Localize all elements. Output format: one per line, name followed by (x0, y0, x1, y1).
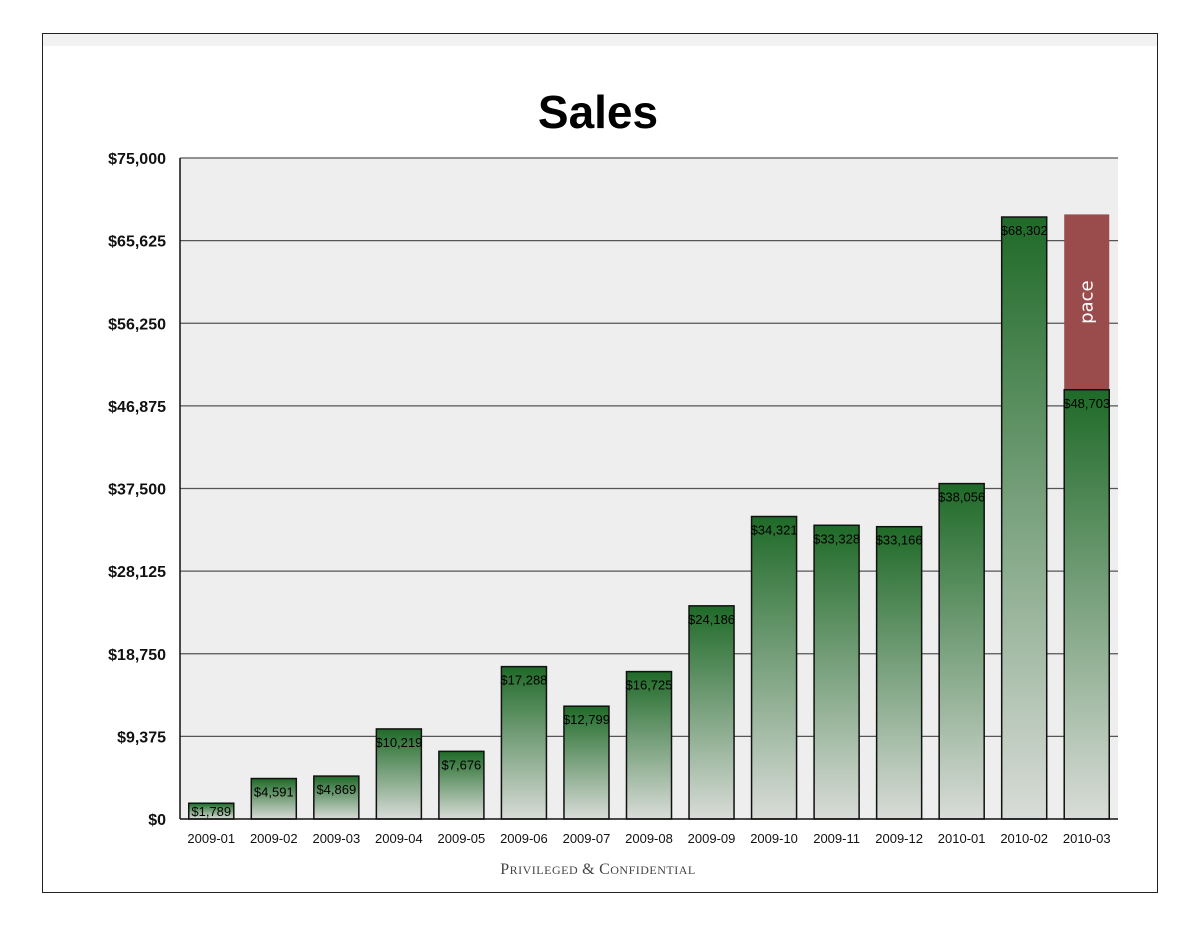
bar-value-label: $38,056 (938, 490, 985, 505)
bar-value-label: $4,591 (254, 785, 294, 800)
sales-chart: Sales $0 $9,375 $18,750 $28,125 $37,500 $46,8… (108, 86, 1118, 878)
y-tick-label: $46,875 (108, 399, 166, 416)
y-tick-label: $75,000 (108, 151, 166, 168)
bar-value-label: $16,725 (626, 678, 673, 693)
x-tick-label: 2009-05 (438, 831, 486, 846)
bar (875, 525, 923, 820)
bar-value-label: $33,166 (876, 533, 923, 548)
bar-value-label: $4,869 (316, 782, 356, 797)
x-tick-label: 2009-02 (250, 831, 298, 846)
confidential-footer: PRIVILEGED & CONFIDENTIAL (500, 861, 696, 878)
x-tick-label: 2009-03 (312, 831, 360, 846)
y-tick-label: $56,250 (108, 316, 166, 333)
bar-value-label: $33,328 (813, 531, 860, 546)
x-tick-label: 2009-04 (375, 831, 423, 846)
bar (1063, 389, 1110, 820)
y-tick-label: $0 (148, 812, 166, 829)
y-axis-ticks: $0 $9,375 $18,750 $28,125 $37,500 $46,875 $56,… (108, 151, 166, 829)
x-tick-label: 2009-12 (875, 831, 923, 846)
y-tick-label: $37,500 (108, 482, 166, 499)
x-tick-label: 2009-08 (625, 831, 673, 846)
bar (1000, 216, 1048, 820)
x-axis-ticks: 2009-01 2009-02 2009-03 2009-04 2009-05 2009-… (187, 831, 1110, 846)
slide-top-band (43, 34, 1157, 46)
bar (750, 515, 798, 820)
bar (688, 605, 735, 820)
x-tick-label: 2010-03 (1063, 831, 1111, 846)
chart-title: Sales (538, 86, 658, 138)
bar-value-label: $12,799 (563, 712, 610, 727)
bar (625, 670, 673, 820)
pace-label: pace (1077, 280, 1098, 323)
x-tick-label: 2009-01 (187, 831, 235, 846)
bar (938, 482, 985, 820)
x-tick-label: 2010-02 (1000, 831, 1048, 846)
x-tick-label: 2009-10 (750, 831, 798, 846)
y-tick-label: $9,375 (117, 729, 166, 746)
bars (188, 216, 1110, 820)
bar-value-label: $24,186 (688, 612, 735, 627)
x-tick-label: 2009-07 (563, 831, 611, 846)
data-labels: $1,789 $4,591 $4,869 $10,219 $7,676 $17,288 $1… (191, 223, 1110, 819)
pace-layer: pace (1064, 214, 1110, 390)
bar-value-label: $10,219 (375, 735, 422, 750)
y-tick-label: $18,750 (108, 647, 166, 664)
slide: Sales $0 $9,375 $18,750 $28,125 $37,500 $46,8… (42, 33, 1158, 893)
bar-value-label: $48,703 (1063, 396, 1110, 411)
bar-value-label: $68,302 (1001, 223, 1048, 238)
bar-value-label: $17,288 (500, 673, 547, 688)
bar (375, 728, 423, 820)
x-tick-label: 2009-09 (688, 831, 736, 846)
x-tick-label: 2009-06 (500, 831, 548, 846)
pace-bar (1064, 214, 1110, 390)
y-tick-label: $28,125 (108, 564, 166, 581)
bar-value-label: $1,789 (191, 804, 231, 819)
x-tick-label: 2009-11 (813, 831, 860, 846)
bar (500, 665, 548, 820)
y-tick-label: $65,625 (108, 234, 166, 251)
bar (313, 775, 360, 820)
bar-value-label: $7,676 (442, 757, 482, 772)
x-tick-label: 2010-01 (938, 831, 986, 846)
bar (813, 524, 860, 820)
bar-value-label: $34,321 (751, 523, 798, 538)
bar (438, 750, 485, 820)
